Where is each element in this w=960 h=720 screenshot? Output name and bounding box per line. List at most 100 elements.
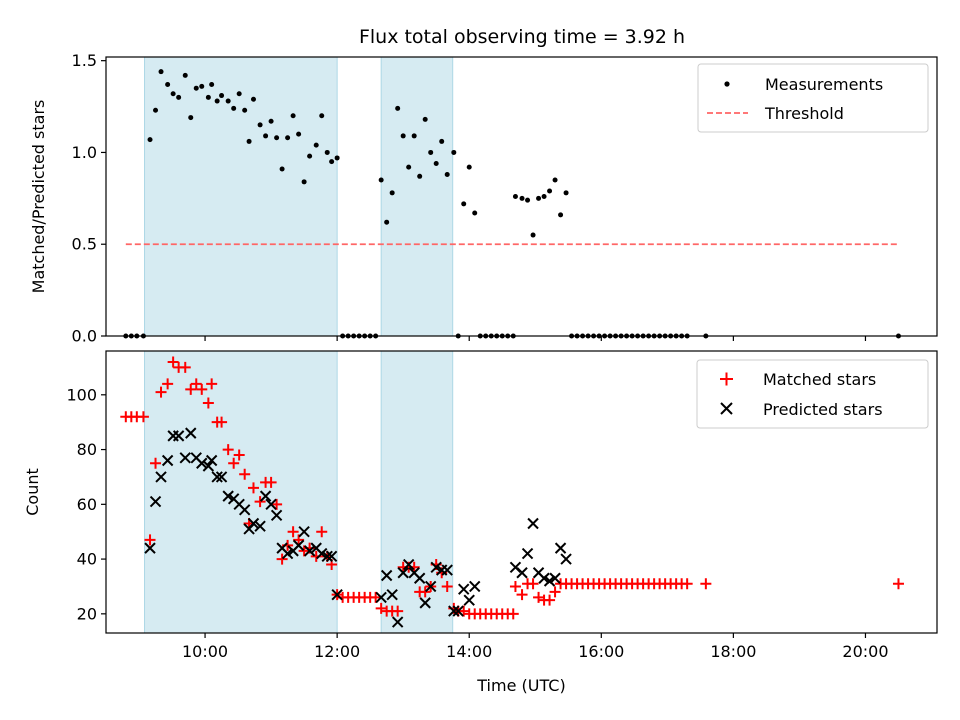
matched-star-point — [216, 416, 228, 428]
matched-star-point — [516, 589, 528, 601]
measurement-point — [433, 160, 439, 166]
x-ticks-top — [204, 336, 867, 341]
predicted-star-point — [402, 558, 415, 571]
matched-star-point — [298, 545, 310, 557]
observing-span — [380, 56, 454, 337]
measurement-point — [165, 82, 171, 88]
predicted-star-point — [469, 580, 481, 593]
measurement-point — [225, 98, 231, 104]
x-tick-label: 14:00 — [446, 642, 492, 661]
measurement-point — [153, 107, 159, 113]
matched-star-point — [681, 578, 693, 590]
predicted-star-point — [149, 495, 162, 508]
matched-star-point — [419, 586, 431, 598]
measurement-point — [290, 113, 296, 119]
top-axes-frame — [105, 56, 938, 337]
predicted-star-point — [202, 460, 215, 472]
predicted-star-point — [375, 591, 387, 604]
measurement-point — [512, 194, 518, 199]
matched-star-point — [239, 468, 251, 480]
matched-star-point — [196, 383, 208, 395]
x-tick-label: 20:00 — [842, 642, 888, 661]
measurement-point — [536, 195, 542, 201]
measurement-point — [547, 188, 553, 194]
measurement-point — [334, 155, 340, 161]
bottom-panel: 10:00 12:00 14:00 16:00 18:00 20:00 20 40 60 80 1… — [23, 350, 938, 695]
measurement-point — [268, 118, 274, 124]
legend-label-matched: Matched stars — [763, 370, 876, 389]
predicted-star-point — [161, 454, 174, 467]
y-tick-label: 100 — [66, 385, 97, 404]
legend-marker-predicted — [720, 402, 733, 415]
matched-star-point — [155, 386, 167, 398]
x-tick-label: 10:00 — [182, 642, 228, 661]
x-tick-label: 12:00 — [314, 642, 360, 661]
legend-marker-measurements — [724, 81, 730, 87]
legend-bottom: Matched stars Predicted stars — [696, 359, 929, 429]
matched-star-point — [507, 608, 519, 620]
predicted-star-point — [424, 580, 437, 593]
matched-star-point — [276, 553, 288, 565]
predicted-star-point — [247, 517, 260, 530]
measurement-point — [451, 149, 457, 155]
y-ticks-bottom: 20 40 60 80 100 — [66, 385, 106, 623]
matched-star-point — [549, 586, 561, 598]
y-tick-label: 0.5 — [72, 235, 97, 254]
predicted-star-point — [380, 569, 393, 582]
matched-star-point — [150, 457, 162, 469]
matched-star-point — [441, 580, 453, 592]
measurement-point — [274, 135, 280, 141]
predicted-star-point — [270, 509, 283, 521]
predicted-star-point — [554, 542, 567, 554]
predicted-star-point — [448, 605, 460, 617]
measurement-point — [307, 153, 313, 159]
measurement-point — [329, 159, 335, 165]
matched-star-point — [137, 411, 149, 423]
measurement-point — [411, 133, 417, 139]
predicted-star-point — [538, 572, 550, 584]
y-tick-label: 20 — [77, 604, 97, 623]
predicted-star-points — [144, 427, 572, 628]
measurement-point — [519, 195, 525, 201]
observing-span — [144, 350, 338, 634]
matched-star-point — [287, 526, 299, 538]
predicted-star-point — [463, 594, 475, 606]
predicted-star-point — [452, 605, 464, 617]
predicted-star-point — [265, 498, 277, 511]
predicted-star-point — [543, 575, 556, 587]
matched-star-point — [271, 498, 283, 510]
measurement-point — [242, 107, 248, 113]
measurement-point — [552, 177, 558, 183]
predicted-star-point — [292, 539, 305, 552]
measurement-point — [199, 83, 205, 89]
matched-star-point — [228, 457, 240, 469]
y-tick-label: 1.0 — [72, 143, 97, 162]
matched-star-point — [392, 605, 404, 617]
predicted-star-point — [281, 547, 294, 560]
predicted-star-point — [211, 471, 223, 483]
measurement-point — [525, 197, 531, 203]
predicted-star-point — [521, 547, 534, 560]
measurement-point — [296, 131, 302, 137]
measurement-point — [417, 173, 423, 179]
y-tick-label: 60 — [77, 495, 97, 514]
predicted-star-point — [516, 567, 528, 579]
y-ticks-top: 0.0 0.5 1.0 1.5 — [72, 51, 106, 346]
matched-star-point — [316, 526, 328, 538]
measurement-point — [301, 179, 307, 185]
matched-star-point — [179, 361, 191, 373]
measurement-point — [214, 98, 220, 104]
predicted-star-point — [430, 561, 442, 573]
measurement-point — [400, 133, 406, 139]
matched-star-point — [162, 378, 174, 390]
predicted-star-point — [238, 504, 251, 516]
matched-star-point — [202, 397, 214, 409]
measurement-point — [219, 93, 225, 99]
matched-star-point — [700, 578, 712, 590]
matched-star-point — [533, 591, 545, 603]
predicted-star-point — [413, 572, 426, 584]
measurement-point — [193, 85, 199, 91]
top-panel: 0.0 0.5 1.0 1.5 Matched/Predicted stars Mea… — [29, 51, 938, 346]
predicted-star-point — [215, 471, 228, 483]
